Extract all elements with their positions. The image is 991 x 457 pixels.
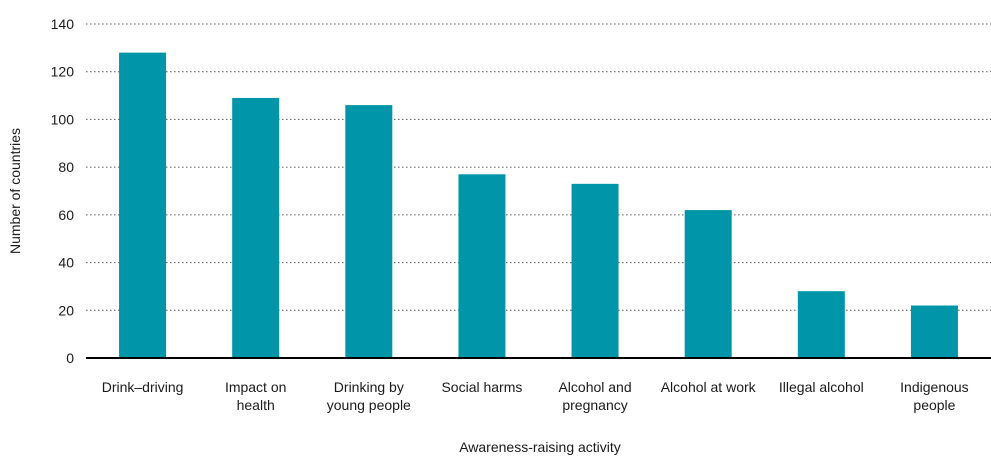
bar [684,210,732,358]
bar [458,174,506,358]
y-tick-label: 20 [58,302,74,318]
x-tick-label: Alcohol at work [661,379,757,395]
y-axis-title: Number of countries [7,128,23,254]
bar [797,291,845,358]
bars [119,52,958,358]
y-tick-label: 0 [66,350,74,366]
x-tick-label-line: health [237,397,275,413]
y-tick-labels: 0 20 40 60 80 100 120 140 [51,16,75,366]
x-tick-label-line: Drink–driving [102,379,184,395]
x-tick-label-line: pregnancy [562,397,627,413]
gridlines [86,23,991,311]
y-tick-label: 60 [58,207,74,223]
x-tick-label-line: Indigenous [900,379,969,395]
x-tick-label-line: Drinking by [334,379,404,395]
x-tick-label-line: Alcohol and [558,379,631,395]
y-tick-label: 80 [58,159,74,175]
y-tick-label: 140 [51,16,75,32]
x-tick-label-line: Illegal alcohol [779,379,864,395]
x-tick-label-line: Impact on [225,379,286,395]
x-tick-label-line: young people [327,397,411,413]
bar [345,105,393,358]
x-tick-label: Drinking by young people [327,379,411,413]
y-tick-label: 40 [58,255,74,271]
x-tick-label-line: people [913,397,955,413]
x-tick-label: Indigenous people [900,379,969,413]
x-tick-label-line: Alcohol at work [661,379,757,395]
y-tick-label: 120 [51,64,75,80]
bar [571,183,619,358]
bar [232,97,280,358]
x-tick-label: Drink–driving [102,379,184,395]
y-tick-label: 100 [51,111,75,127]
x-axis-title: Awareness-raising activity [459,439,621,455]
x-tick-label-line: Social harms [441,379,522,395]
x-tick-label: Illegal alcohol [779,379,864,395]
bar [910,305,958,358]
x-tick-labels: Drink–driving Impact on health Drinking by y… [102,379,969,413]
x-tick-label: Impact on health [225,379,286,413]
bar [119,52,167,358]
x-tick-label: Alcohol and pregnancy [558,379,631,413]
x-tick-label: Social harms [441,379,522,395]
